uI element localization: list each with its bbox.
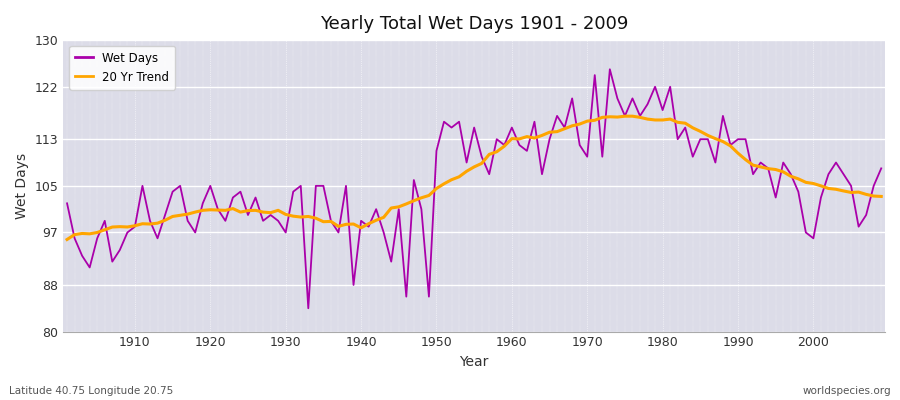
X-axis label: Year: Year — [460, 355, 489, 369]
Wet Days — [507, 125, 517, 130]
Wet Days — [288, 189, 299, 194]
20 Yr Trend — [597, 115, 608, 120]
Text: Latitude 40.75 Longitude 20.75: Latitude 40.75 Longitude 20.75 — [9, 386, 173, 396]
Wet Days — [340, 184, 351, 188]
Wet Days — [876, 166, 886, 171]
20 Yr Trend — [876, 194, 886, 199]
Legend: Wet Days, 20 Yr Trend: Wet Days, 20 Yr Trend — [69, 46, 176, 90]
20 Yr Trend — [122, 224, 133, 229]
Wet Days — [612, 96, 623, 101]
Y-axis label: Wet Days: Wet Days — [15, 153, 29, 219]
Line: Wet Days: Wet Days — [68, 69, 881, 308]
20 Yr Trend — [62, 237, 73, 242]
Title: Yearly Total Wet Days 1901 - 2009: Yearly Total Wet Days 1901 - 2009 — [320, 15, 628, 33]
Wet Days — [122, 230, 133, 235]
20 Yr Trend — [507, 136, 517, 141]
20 Yr Trend — [288, 214, 299, 218]
20 Yr Trend — [619, 114, 630, 118]
Line: 20 Yr Trend: 20 Yr Trend — [68, 116, 881, 240]
Wet Days — [62, 201, 73, 206]
Wet Days — [605, 67, 616, 72]
20 Yr Trend — [499, 144, 509, 149]
Wet Days — [514, 143, 525, 148]
20 Yr Trend — [333, 224, 344, 229]
Text: worldspecies.org: worldspecies.org — [803, 386, 891, 396]
Wet Days — [303, 306, 314, 311]
